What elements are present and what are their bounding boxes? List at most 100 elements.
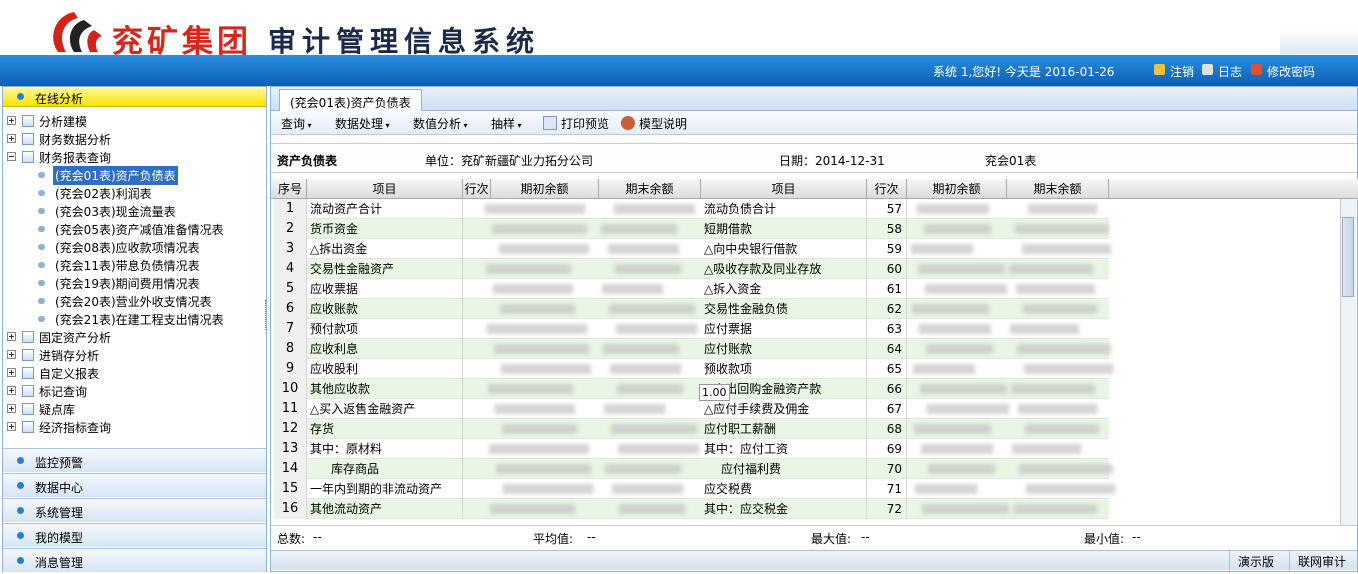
section-header[interactable]: 系统管理 [3,498,266,522]
tree-leaf[interactable]: (兖会05表)资产减值准备情况表 [55,223,224,237]
section-header[interactable]: 消息管理 [3,548,266,572]
tree-leaf[interactable]: (兖会02表)利润表 [55,187,152,201]
report-name: 资产负债表 [277,154,338,168]
tree-item[interactable]: 疑点库 [39,403,76,417]
redacted-value [609,304,695,314]
item-name: 一年内到期的非流动资产 [307,479,463,499]
folder-icon [22,367,34,379]
item-name: 应付职工薪酬 [701,419,867,439]
redacted-value [608,244,679,254]
leaf-icon [38,172,45,178]
tree-leaf[interactable]: (兖会19表)期间费用情况表 [55,277,200,291]
row-number: 4 [274,259,307,279]
tooltip: 1.00 [699,384,730,401]
row-number: 7 [274,319,307,339]
redacted-value [1010,324,1079,334]
section-dot [17,557,24,564]
line-number: 66 [867,379,907,399]
stat-value: -- [861,530,870,544]
item-name: 其中：应付工资 [701,439,867,459]
column-header: 行次 [463,179,491,199]
leaf-icon [38,262,45,268]
toolbar-button[interactable]: 数据处理 ▾ [335,117,390,131]
line-number: 71 [867,479,907,499]
section-header[interactable]: 监控预警 [3,448,266,472]
top-link[interactable]: 日志 [1218,65,1243,79]
item-name: 应收股利 [307,359,463,379]
section-label[interactable]: 在线分析 [35,92,84,106]
toolbar-button[interactable]: 模型说明 [639,117,688,131]
status-bar: 演示版 联网审计 [271,550,1357,571]
status-item: 联网审计 [1289,551,1354,571]
redacted-value [500,304,575,314]
redacted-value [1019,464,1113,474]
tree-item[interactable]: 自定义报表 [39,367,100,381]
row-number: 14 [274,459,307,479]
redacted-value [499,244,589,254]
row-number: 13 [274,439,307,459]
section-label[interactable]: 消息管理 [35,556,84,570]
item-name: 应付票据 [701,319,867,339]
tab[interactable]: (兖会01表)资产负债表 [279,89,422,112]
line-number: 59 [867,239,907,259]
link-icon [1202,64,1213,75]
leaf-icon [38,226,45,232]
table-row [274,379,1109,399]
tree-item[interactable]: 分析建模 [39,115,88,129]
section-dot [17,457,24,464]
section-label[interactable]: 我的模型 [35,531,84,545]
section-label[interactable]: 系统管理 [35,506,84,520]
redacted-value [618,444,699,454]
sidebar: 在线分析分析建模财务数据分析 财务报表查询 (兖会01表)资产负债表 (兖会02表)利… [2,86,267,572]
stat-value: -- [1132,530,1141,544]
tree-leaf[interactable]: (兖会03表)现金流量表 [55,205,176,219]
line-number: 69 [867,439,907,459]
item-name: 预付款项 [307,319,463,339]
tree-leaf[interactable]: (兖会20表)营业外收支情况表 [55,295,212,309]
top-link[interactable]: 修改密码 [1267,65,1316,79]
column-header: 行次 [867,179,907,199]
redacted-value [487,324,587,334]
tree-leaf[interactable]: (兖会01表)资产负债表 [53,166,178,185]
tree-leaf[interactable]: (兖会11表)带息负债情况表 [55,259,200,273]
toolbar-button[interactable]: 查询 ▾ [281,117,312,131]
redacted-value [1015,224,1109,234]
item-name: △吸收存款及同业存放 [701,259,867,279]
tree-leaf[interactable]: (兖会21表)在建工程支出情况表 [55,313,224,327]
column-header: 项目 [307,179,463,199]
toolbar-button[interactable]: 打印预览 [561,117,610,131]
section-label[interactable]: 监控预警 [35,456,84,470]
redacted-value [602,284,663,294]
redacted-value [493,284,573,294]
tree-toggle-sign [9,156,14,157]
line-number: 60 [867,259,907,279]
redacted-value [502,424,577,434]
section-label[interactable]: 数据中心 [35,481,84,495]
redacted-value [914,424,991,434]
splitter [265,300,268,330]
stat-label: 平均值: [533,532,574,546]
tree-item[interactable]: 经济指标查询 [39,421,112,435]
stats-bar: 总数: -- 平均值: -- 最大值: -- 最小值: -- [271,525,1357,547]
line-number: 64 [867,339,907,359]
tree-item[interactable]: 标记查询 [39,385,88,399]
toolbar-button[interactable]: 抽样 ▾ [491,117,522,131]
tree-item[interactable]: 固定资产分析 [39,331,112,345]
row-number: 5 [274,279,307,299]
tree-item[interactable]: 进销存分析 [39,349,100,363]
tree-item[interactable]: 财务数据分析 [39,133,112,147]
row-number: 2 [274,219,307,239]
tree-toggle-sign [11,334,12,339]
section-header[interactable]: 数据中心 [3,473,266,497]
line-number: 70 [867,459,907,479]
section-header[interactable]: 我的模型 [3,523,266,547]
stat-value: -- [313,530,322,544]
tree-item[interactable]: 财务报表查询 [39,151,112,165]
redacted-value [919,324,991,334]
tree-toggle-sign [11,424,12,429]
top-link[interactable]: 注销 [1170,65,1195,79]
section-dot [17,507,24,514]
toolbar-button[interactable]: 数值分析 ▾ [413,117,468,131]
section-header[interactable]: 在线分析 [3,87,266,107]
tree-leaf[interactable]: (兖会08表)应收款项情况表 [55,241,200,255]
